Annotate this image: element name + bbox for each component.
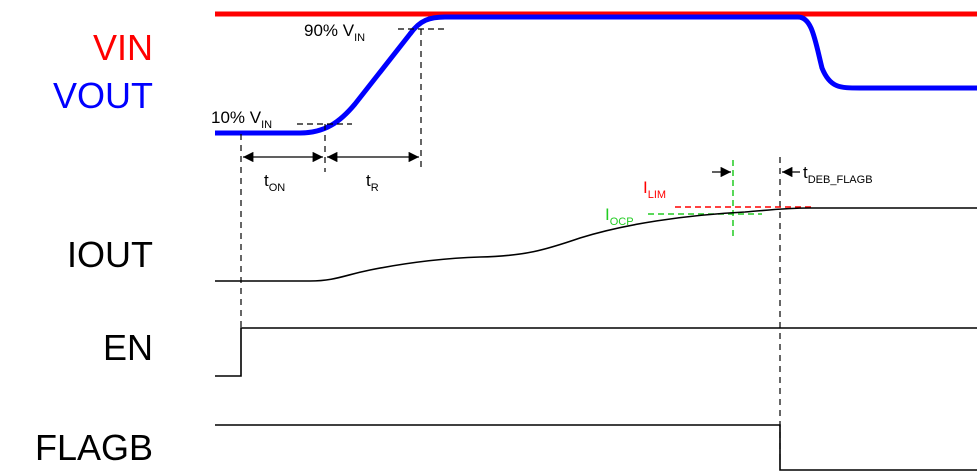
tr-label: tR	[366, 171, 379, 194]
flagb-label: FLAGB	[35, 427, 153, 468]
vin10-label: 10% VIN	[211, 108, 272, 131]
ilim-label: ILIM	[643, 178, 666, 201]
iout-label: IOUT	[67, 234, 153, 275]
vout-trace	[215, 14, 977, 136]
vout-label: VOUT	[53, 75, 153, 116]
ton-label: tON	[264, 171, 285, 194]
iocp-label: IOCP	[605, 205, 634, 228]
vin-label: VIN	[93, 27, 153, 68]
flagb-trace	[215, 424, 977, 471]
iout-trace	[215, 207, 977, 282]
en-trace	[215, 327, 977, 377]
vin90-label: 90% VIN	[304, 21, 365, 44]
en-label: EN	[103, 327, 153, 368]
tdeb-label: tDEB_FLAGB	[803, 163, 873, 186]
